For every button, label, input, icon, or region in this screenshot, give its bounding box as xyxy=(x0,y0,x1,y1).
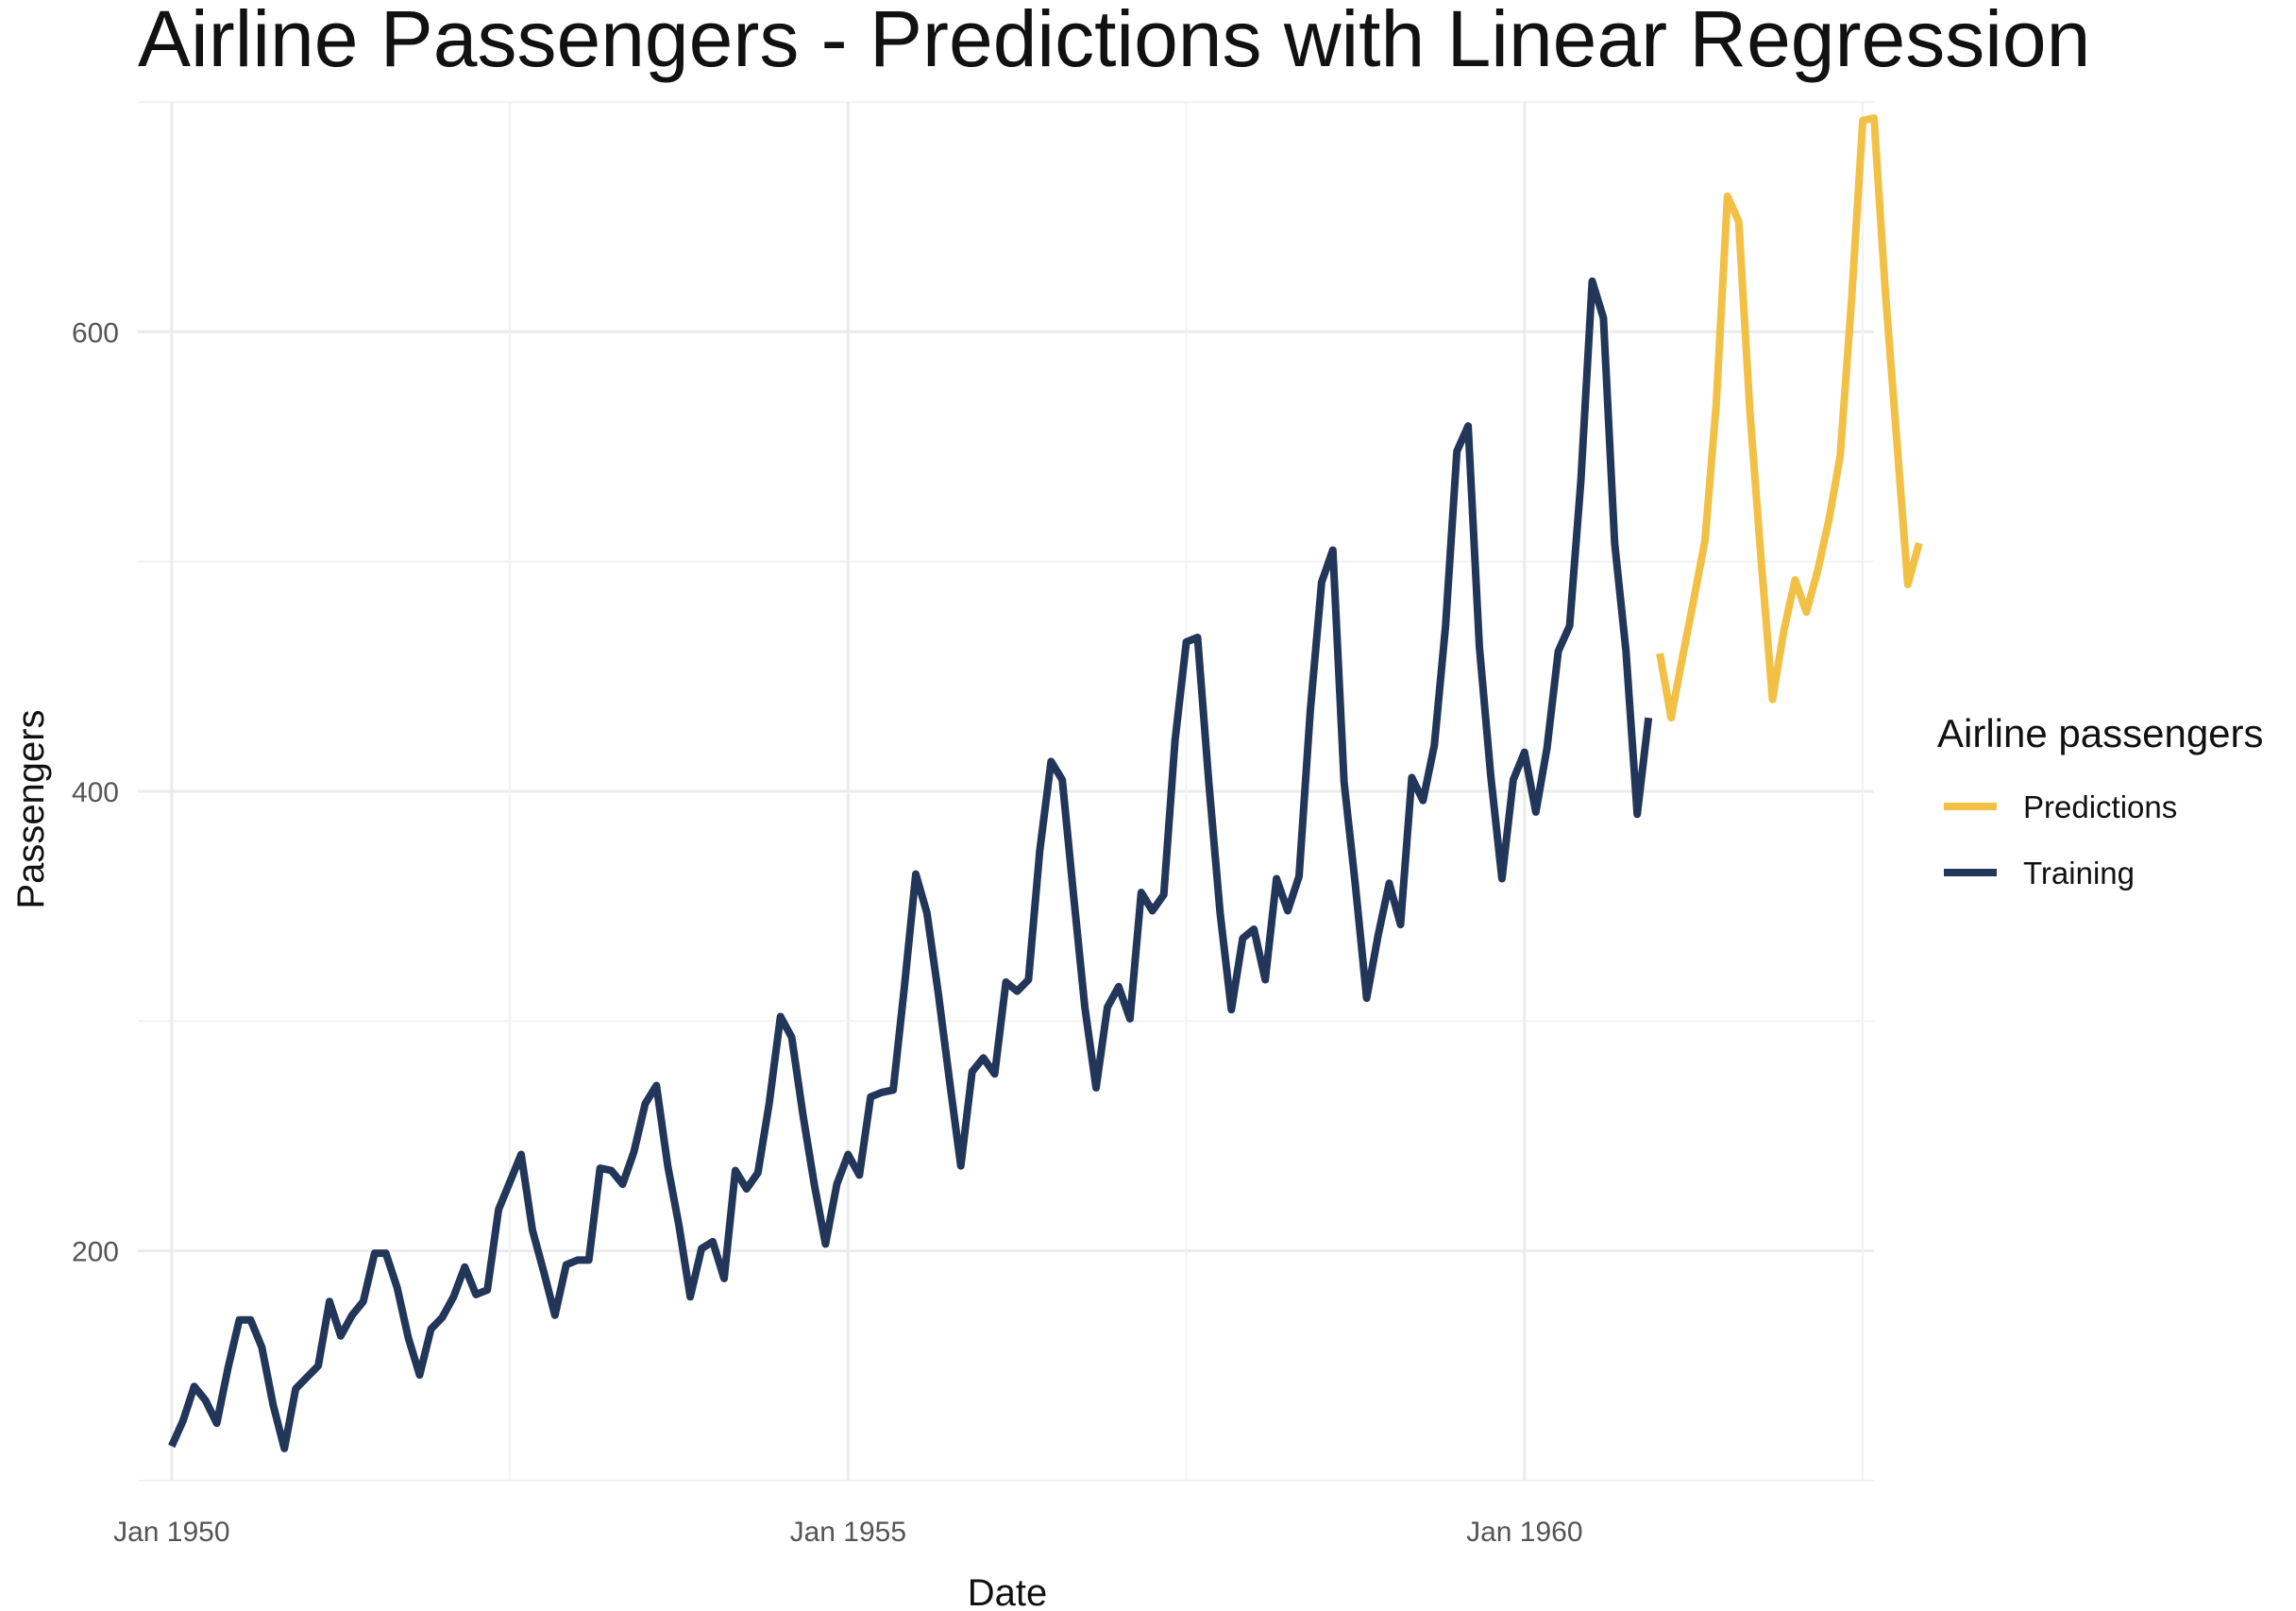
grid-lines xyxy=(138,101,1874,1482)
x-tick-label: Jan 1955 xyxy=(790,1517,906,1548)
series-line-predictions xyxy=(1656,114,1923,722)
y-tick-label: 400 xyxy=(72,777,119,808)
legend-label-predictions: Predictions xyxy=(2023,789,2177,824)
y-tick-label: 200 xyxy=(72,1237,119,1268)
x-tick-label: Jan 1950 xyxy=(113,1517,229,1548)
y-tick-label: 600 xyxy=(72,317,119,348)
x-tick-label: Jan 1960 xyxy=(1466,1517,1582,1548)
y-axis-ticks: 200 400 600 xyxy=(72,317,119,1267)
legend-label-training: Training xyxy=(2023,856,2135,890)
series-layer xyxy=(168,114,1923,1452)
series-line-training xyxy=(168,277,1653,1452)
legend: Airline passengers Predictions Training xyxy=(1937,711,2264,890)
x-axis-ticks: Jan 1950 Jan 1955 Jan 1960 xyxy=(113,1517,1582,1548)
legend-title: Airline passengers xyxy=(1937,711,2264,755)
y-axis-title: Passengers xyxy=(10,709,52,908)
chart-title: Airline Passengers - Predictions with Li… xyxy=(138,0,2090,83)
x-axis-title: Date xyxy=(968,1572,1048,1611)
